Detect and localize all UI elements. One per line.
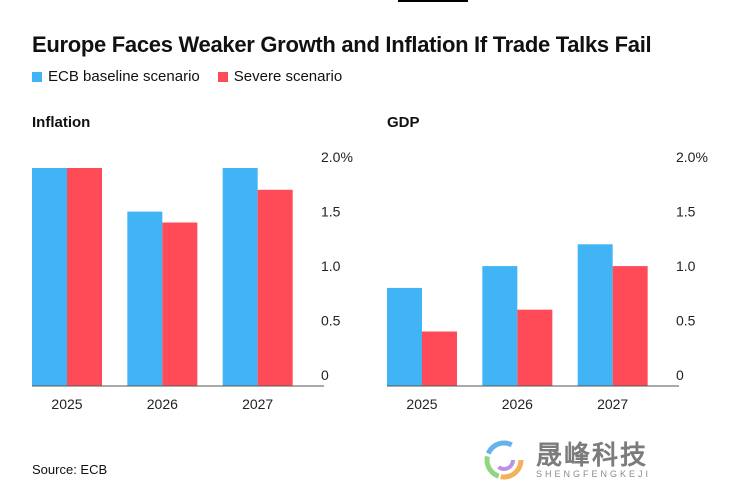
watermark-sub-text: SHENGFENGKEJI [536, 469, 652, 479]
baseline-bar [577, 244, 613, 386]
legend-swatch-baseline [32, 71, 42, 82]
source-note: Source: ECB [32, 462, 108, 477]
y-tick-label: 0 [676, 367, 684, 383]
top-divider [398, 0, 468, 3]
legend-item-baseline: ECB baseline scenario [32, 68, 200, 85]
watermark-logo-icon [484, 440, 524, 480]
legend-label-severe: Severe scenario [233, 68, 343, 85]
x-category-label: 2026 [147, 396, 178, 412]
watermark: 晟峰科技 SHENGFENGKEJI [478, 438, 651, 482]
legend: ECB baseline scenario Severe scenario [32, 68, 342, 85]
x-category-label: 2026 [502, 396, 533, 412]
y-tick-label: 0.5 [676, 313, 696, 329]
baseline-bar [32, 168, 67, 386]
x-category-label: 2027 [242, 396, 273, 412]
x-category-label: 2025 [406, 396, 437, 412]
legend-item-severe: Severe scenario [217, 68, 343, 85]
legend-swatch-severe [217, 71, 228, 82]
baseline-bar [222, 168, 258, 386]
y-tick-label: 0 [321, 367, 329, 383]
inflation-panel-title: Inflation [32, 114, 91, 131]
y-tick-label: 0.5 [321, 313, 341, 329]
legend-label-baseline: ECB baseline scenario [48, 68, 200, 85]
severe-bar [257, 189, 293, 386]
severe-bar [517, 309, 553, 386]
watermark-main-text: 晟峰科技 [536, 440, 649, 470]
severe-bar [612, 266, 648, 386]
baseline-bar [482, 266, 518, 386]
severe-bar [162, 222, 198, 386]
y-tick-label: 2.0% [321, 149, 353, 165]
severe-bar [422, 331, 457, 386]
y-tick-label: 1.0 [676, 258, 696, 274]
chart-title: Europe Faces Weaker Growth and Inflation… [32, 32, 652, 57]
gdp-panel-title: GDP [387, 114, 420, 131]
y-tick-label: 1.5 [676, 204, 696, 220]
severe-bar [67, 168, 102, 386]
y-tick-label: 2.0% [676, 149, 708, 165]
y-tick-label: 1.5 [321, 204, 341, 220]
baseline-bar [127, 211, 163, 386]
x-category-label: 2027 [597, 396, 628, 412]
y-tick-label: 1.0 [321, 258, 341, 274]
x-category-label: 2025 [51, 396, 82, 412]
baseline-bar [387, 287, 422, 386]
watermark-text: 晟峰科技 SHENGFENGKEJI [536, 441, 651, 479]
